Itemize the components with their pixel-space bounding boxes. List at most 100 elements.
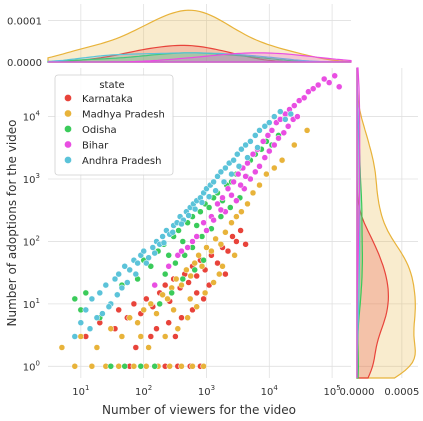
y-tick-label-base: 10	[23, 362, 36, 373]
y-tick-label-base: 10	[23, 113, 36, 124]
point-andhra-pradesh	[222, 164, 229, 172]
y-axis-label: Number of adoptions for the video	[5, 120, 19, 327]
x-tick-label: 102	[135, 384, 152, 398]
point-andhra-pradesh	[217, 168, 225, 176]
point-madhya-pradesh	[212, 235, 219, 243]
point-odisha	[151, 363, 158, 370]
point-karnataka	[222, 270, 229, 278]
point-andhra-pradesh	[159, 233, 166, 240]
point-karnataka	[130, 300, 138, 308]
x-tick-label-base: 10	[72, 387, 85, 398]
point-madhya-pradesh	[77, 333, 85, 340]
legend-marker	[64, 156, 72, 164]
point-madhya-pradesh	[210, 279, 217, 286]
point-bihar	[244, 159, 251, 167]
point-bihar	[151, 281, 158, 289]
y-tick-label: 104	[23, 110, 41, 124]
point-andhra-pradesh	[256, 127, 263, 134]
point-andhra-pradesh	[145, 254, 152, 261]
point-karnataka	[147, 333, 155, 340]
right-marginal-panel: 0.0000 0.0005	[340, 67, 419, 398]
point-andhra-pradesh	[185, 212, 192, 219]
point-madhya-pradesh	[186, 295, 194, 303]
point-andhra-pradesh	[115, 270, 122, 278]
point-andhra-pradesh	[88, 295, 96, 303]
point-andhra-pradesh	[277, 108, 284, 115]
point-bihar	[230, 178, 237, 186]
point-andhra-pradesh	[160, 239, 168, 247]
point-bihar	[259, 138, 267, 145]
point-karnataka	[143, 295, 150, 303]
point-madhya-pradesh	[203, 244, 210, 251]
point-madhya-pradesh	[178, 281, 185, 289]
point-karnataka	[115, 306, 122, 314]
legend-label: Karnataka	[82, 94, 133, 105]
point-andhra-pradesh	[244, 154, 251, 161]
point-odisha	[107, 363, 115, 370]
y-tick-label: 103	[23, 172, 40, 186]
legend: state Karnataka Madhya Pradesh Odisha Bihar…	[54, 74, 174, 176]
point-bihar	[294, 113, 301, 120]
legend-marker	[64, 125, 72, 133]
point-karnataka	[132, 344, 140, 351]
point-karnataka	[229, 233, 236, 240]
point-bihar	[189, 238, 196, 245]
point-madhya-pradesh	[115, 363, 122, 370]
point-andhra-pradesh	[261, 123, 269, 130]
y-tick-label-exp: 1	[36, 297, 40, 305]
point-madhya-pradesh	[183, 266, 190, 274]
point-odisha	[147, 263, 155, 270]
point-andhra-pradesh	[205, 193, 213, 200]
point-bihar	[184, 244, 191, 251]
point-madhya-pradesh	[291, 141, 298, 149]
point-karnataka	[153, 325, 160, 332]
point-bihar	[178, 247, 185, 255]
point-bihar	[214, 200, 221, 208]
point-bihar	[266, 147, 273, 155]
x-tick-label-exp: 5	[336, 384, 340, 392]
point-andhra-pradesh	[114, 291, 121, 299]
point-andhra-pradesh	[143, 259, 150, 267]
top-y-tick-label: 0.0001	[7, 17, 42, 28]
point-bihar	[165, 263, 172, 270]
point-karnataka	[178, 314, 185, 321]
point-madhya-pradesh	[184, 314, 191, 321]
legend-marker	[64, 94, 72, 102]
point-madhya-pradesh	[271, 164, 278, 172]
point-andhra-pradesh	[242, 141, 249, 149]
point-madhya-pradesh	[263, 170, 270, 178]
point-madhya-pradesh	[187, 272, 194, 280]
point-andhra-pradesh	[134, 259, 141, 267]
x-tick-label: 103	[198, 384, 215, 398]
point-madhya-pradesh	[189, 363, 196, 370]
point-madhya-pradesh	[217, 241, 225, 248]
point-bihar	[224, 185, 232, 192]
legend-label: Andhra Pradesh	[82, 156, 161, 167]
point-bihar	[320, 75, 328, 83]
point-andhra-pradesh	[212, 187, 219, 194]
point-madhya-pradesh	[198, 263, 206, 270]
point-bihar	[335, 83, 343, 91]
point-bihar	[200, 219, 207, 226]
point-madhya-pradesh	[126, 314, 133, 321]
point-bihar	[314, 81, 322, 89]
point-madhya-pradesh	[178, 363, 185, 370]
point-andhra-pradesh	[126, 266, 133, 274]
point-bihar	[234, 170, 242, 178]
point-bihar	[174, 252, 182, 259]
point-odisha	[82, 289, 90, 297]
legend-title: state	[99, 80, 124, 91]
top-y-tick-label: 0.0000	[7, 58, 42, 69]
y-tick-label: 100	[23, 359, 40, 373]
point-andhra-pradesh	[287, 110, 295, 118]
point-andhra-pradesh	[169, 229, 176, 236]
x-tick-label-base: 10	[261, 387, 274, 398]
point-madhya-pradesh	[191, 259, 198, 267]
point-madhya-pradesh	[130, 363, 138, 370]
point-madhya-pradesh	[238, 208, 245, 215]
point-karnataka	[200, 295, 207, 303]
x-tick-label-exp: 4	[273, 384, 278, 392]
x-axis-label: Number of viewers for the video	[102, 403, 296, 417]
point-andhra-pradesh	[121, 263, 128, 270]
